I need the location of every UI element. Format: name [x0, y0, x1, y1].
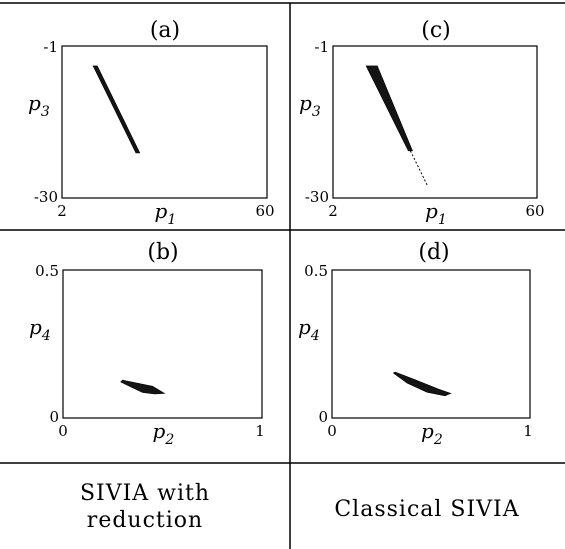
y-tick-label-top: -1	[314, 38, 329, 56]
y-tick-label-bottom: -30	[305, 188, 329, 206]
y-tick-label-bottom: 0	[318, 408, 328, 426]
x-tick-label-right: 60	[255, 202, 274, 220]
panel-title: (a)	[150, 18, 180, 43]
panel-title: (d)	[418, 240, 449, 265]
x-axis-label: p1	[425, 199, 447, 228]
x-tick-label-left: 2	[57, 202, 67, 220]
panel-d: (d) 0.5 00 1 p2 p4	[298, 240, 533, 448]
x-tick-label-left: 0	[58, 422, 68, 440]
panel-b: (b) 0.5 00 1 p2 p4	[29, 240, 265, 448]
y-tick-label-top: -1	[43, 38, 58, 56]
caption-left-line1: SIVIA with	[80, 481, 210, 506]
x-tick-label-right: 1	[523, 422, 533, 440]
y-tick-label-bottom: -30	[34, 188, 58, 206]
captions: SIVIA with reduction Classical SIVIA	[80, 481, 519, 533]
y-axis-label: p3	[299, 91, 321, 120]
y-tick-label-bottom: 0	[49, 408, 59, 426]
x-tick-label-left: 0	[327, 422, 337, 440]
y-tick-label-top: 0.5	[304, 262, 328, 280]
solution-region-a	[92, 65, 141, 154]
y-axis-label: p4	[29, 315, 51, 344]
x-axis-label: p2	[421, 419, 443, 448]
solution-region-tail-c	[409, 150, 429, 187]
solution-region-c	[365, 65, 413, 152]
plot-frame	[331, 269, 531, 419]
panel-title: (b)	[147, 240, 178, 265]
y-axis-label: p3	[28, 91, 50, 120]
x-axis-label: p2	[153, 419, 175, 448]
x-tick-label-left: 2	[328, 202, 338, 220]
solution-region-d	[392, 371, 452, 397]
caption-left-line2: reduction	[87, 508, 203, 533]
y-tick-label-top: 0.5	[35, 262, 59, 280]
caption-right: Classical SIVIA	[334, 497, 519, 522]
plot-frame	[62, 269, 263, 419]
x-tick-label-right: 60	[525, 202, 544, 220]
y-axis-label: p4	[298, 315, 320, 344]
panel-title: (c)	[421, 18, 451, 43]
plot-frame	[61, 45, 268, 199]
panel-a: (a) -1 -302 60 p1 p3	[28, 18, 275, 228]
plot-frame	[332, 45, 538, 199]
panel-c: (c) -1 -302 60 p1 p3	[299, 18, 545, 228]
x-tick-label-right: 1	[255, 422, 265, 440]
solution-region-b	[120, 379, 166, 395]
x-axis-label: p1	[155, 199, 177, 228]
